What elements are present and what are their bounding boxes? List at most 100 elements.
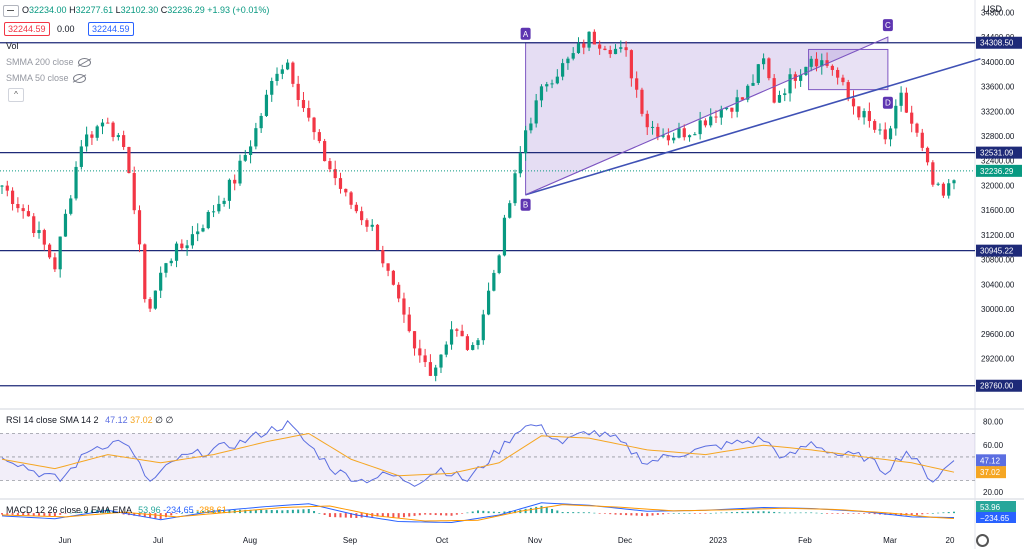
price-tick-label: 34000.00 xyxy=(981,58,1015,67)
candle-body xyxy=(592,31,596,45)
candle-body xyxy=(264,94,269,116)
low-prefix: L xyxy=(115,5,121,15)
candle-body xyxy=(936,183,940,185)
candle-body xyxy=(132,173,136,211)
macd-histogram-bar xyxy=(138,513,141,517)
macd-signal-value: -288.61 xyxy=(196,505,227,515)
macd-histogram-bar xyxy=(857,513,860,514)
candle-body xyxy=(280,69,284,74)
candle-body xyxy=(735,97,739,112)
chevron-up-icon[interactable]: ^ xyxy=(8,88,24,102)
candle-body xyxy=(111,122,115,138)
macd-histogram-bar xyxy=(894,513,897,516)
candle-body xyxy=(693,134,697,136)
last-price-tag xyxy=(976,164,1022,177)
macd-histogram-bar xyxy=(376,513,379,517)
candle-body xyxy=(79,146,83,167)
price-tick-label: 29600.00 xyxy=(981,330,1015,339)
change-value: +1.93 (+0.01%) xyxy=(207,5,270,15)
rsi-legend[interactable]: RSI 14 close SMA 14 2 47.12 37.02 ∅ ∅ xyxy=(6,415,173,426)
macd-histogram-bar xyxy=(545,507,548,514)
level-price-label: 30945.22 xyxy=(980,247,1014,256)
macd-histogram-bar xyxy=(154,513,157,519)
buy-price-box[interactable]: 32244.59 xyxy=(88,22,134,36)
time-tick-label: Jun xyxy=(59,536,72,545)
macd-histogram-bar xyxy=(826,513,829,514)
macd-histogram-bar xyxy=(392,513,395,518)
candle-body xyxy=(174,243,179,261)
candle-body xyxy=(561,63,565,77)
candle-body xyxy=(360,211,364,221)
collapse-legend-button[interactable] xyxy=(3,5,19,17)
macd-histogram-bar xyxy=(201,510,204,514)
candle-body xyxy=(513,173,517,204)
macd-histogram-bar xyxy=(64,513,67,514)
macd-histogram-bar xyxy=(551,508,554,514)
price-tick-label: 32000.00 xyxy=(981,181,1015,190)
macd-histogram-bar xyxy=(85,511,88,514)
macd-histogram-bar xyxy=(688,513,691,514)
macd-histogram-bar xyxy=(926,513,929,514)
macd-histogram-bar xyxy=(577,512,580,514)
smma50-legend[interactable]: SMMA 50 close xyxy=(6,73,86,84)
macd-histogram-bar xyxy=(16,513,19,515)
candle-body xyxy=(687,135,692,138)
candle-body xyxy=(248,146,253,156)
macd-histogram-bar xyxy=(503,511,506,514)
smma200-legend[interactable]: SMMA 200 close xyxy=(6,57,91,68)
candle-body xyxy=(603,48,607,50)
currency-label[interactable]: USD xyxy=(983,4,1003,14)
smma200-label: SMMA 200 close xyxy=(6,57,74,67)
candle-body xyxy=(270,80,274,95)
last-price-label: 32236.29 xyxy=(980,167,1014,176)
sell-price-box[interactable]: 32244.59 xyxy=(4,22,50,36)
macd-histogram-bar xyxy=(820,512,823,514)
candle-body xyxy=(682,128,686,138)
macd-histogram-bar xyxy=(402,513,405,518)
candle-body xyxy=(0,185,4,187)
macd-histogram-bar xyxy=(32,513,35,516)
price-tick-label: 30000.00 xyxy=(981,305,1015,314)
candle-body xyxy=(904,92,908,113)
rsi-tick-label: 60.00 xyxy=(983,441,1004,450)
macd-histogram-bar xyxy=(609,513,612,515)
hidden-eye-icon[interactable] xyxy=(77,58,91,68)
candle-body xyxy=(751,82,755,86)
candle-body xyxy=(185,245,189,249)
price-tick-label: 30800.00 xyxy=(981,256,1015,265)
macd-histogram-bar xyxy=(244,509,247,514)
candle-body xyxy=(338,178,343,189)
price-tick-label: 31200.00 xyxy=(981,231,1015,240)
candle-body xyxy=(846,82,850,99)
gear-icon[interactable] xyxy=(976,534,989,547)
hidden-eye-icon[interactable] xyxy=(72,74,86,84)
macd-legend[interactable]: MACD 12 26 close 9 EMA EMA 53.96 -234.65… xyxy=(6,505,227,515)
candle-body xyxy=(465,336,470,350)
candle-body xyxy=(677,128,681,138)
candle-body xyxy=(740,97,745,100)
macd-histogram-bar xyxy=(297,509,300,514)
candle-body xyxy=(233,179,237,184)
macd-histogram-bar xyxy=(11,513,14,515)
volume-legend[interactable]: Vol xyxy=(6,41,19,51)
macd-histogram-bar xyxy=(164,513,167,518)
candle-body xyxy=(122,135,126,147)
macd-line-tag-label: −234.65 xyxy=(980,514,1010,523)
macd-line-tag xyxy=(976,512,1016,523)
macd-histogram-bar xyxy=(931,513,934,514)
macd-histogram-bar xyxy=(318,513,321,514)
candle-body xyxy=(58,236,62,270)
macd-histogram-bar xyxy=(514,510,517,514)
candle-body xyxy=(550,83,554,85)
macd-histogram-bar xyxy=(646,513,649,517)
candle-body xyxy=(841,77,845,83)
macd-histogram-bar xyxy=(418,513,421,516)
macd-histogram-bar xyxy=(307,509,310,514)
candle-body xyxy=(26,211,31,217)
macd-histogram-bar xyxy=(413,513,416,516)
macd-histogram-bar xyxy=(439,513,442,516)
rsi-sma-line xyxy=(1,432,955,477)
candle-body xyxy=(211,211,216,213)
candle-body xyxy=(878,129,882,131)
